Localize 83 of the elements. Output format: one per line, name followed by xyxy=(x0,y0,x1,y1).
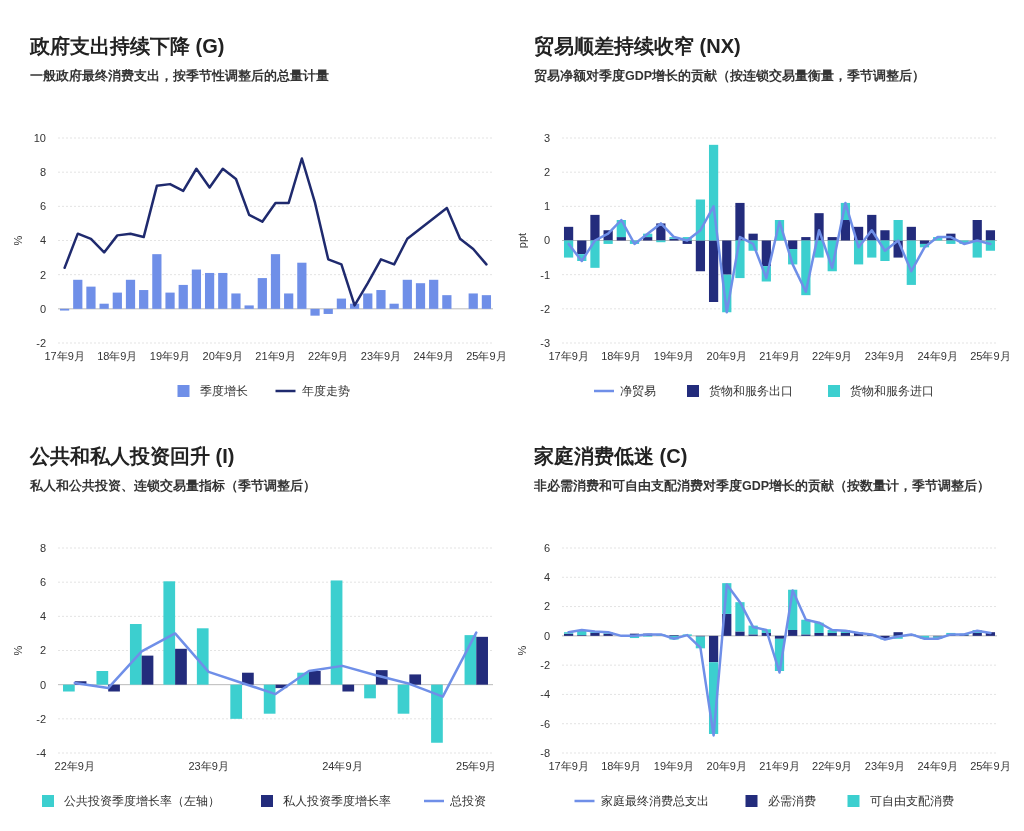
y-tick-label: 2 xyxy=(543,166,550,179)
x-tick-label: 24年9月 xyxy=(917,350,958,362)
y-tick-label: 8 xyxy=(39,166,46,179)
x-tick-label: 22年9月 xyxy=(812,350,853,362)
x-tick-label: 23年9月 xyxy=(864,760,906,772)
y-tick-label: 6 xyxy=(543,541,550,554)
y-tick-label: 6 xyxy=(39,200,46,213)
legend-label: 必需消费 xyxy=(767,794,816,809)
x-tick-label: 21年9月 xyxy=(759,350,800,362)
x-tick-label: 19年9月 xyxy=(149,350,191,362)
x-tick-label: 17年9月 xyxy=(548,760,589,772)
y-tick-label: -2 xyxy=(540,302,550,315)
x-tick-label: 17年9月 xyxy=(548,350,589,362)
x-tick-label: 20年9月 xyxy=(706,350,747,362)
y-tick-label: 2 xyxy=(39,644,46,657)
chart-title: 家庭消费低迷 (C) xyxy=(533,445,688,467)
chart-title: 公共和私人投资回升 (I) xyxy=(29,445,235,467)
legend-label: 净贸易 xyxy=(620,384,656,399)
x-tick-label: 25年9月 xyxy=(456,760,497,772)
x-tick-label: 23年9月 xyxy=(360,350,402,362)
x-tick-label: 23年9月 xyxy=(188,760,229,772)
chart-subtitle: 私人和公共投资、连锁交易量指标（季节调整后） xyxy=(29,478,316,493)
x-tick-label: 22年9月 xyxy=(54,760,95,772)
y-tick-label: 10 xyxy=(33,131,46,144)
y-tick-label: -2 xyxy=(36,712,46,725)
y-axis-title: % xyxy=(12,235,24,246)
legend-label: 年度走势 xyxy=(301,384,350,399)
y-tick-label: 2 xyxy=(543,600,550,613)
x-tick-label: 17年9月 xyxy=(44,350,85,362)
y-tick-label: 8 xyxy=(39,541,46,554)
y-tick-label: 6 xyxy=(39,576,46,589)
x-tick-label: 19年9月 xyxy=(653,760,695,772)
y-tick-label: 4 xyxy=(39,610,46,623)
x-tick-label: 20年9月 xyxy=(202,350,243,362)
y-tick-label: -4 xyxy=(36,746,46,759)
x-tick-label: 21年9月 xyxy=(759,760,800,772)
x-tick-label: 24年9月 xyxy=(917,760,958,772)
x-tick-label: 22年9月 xyxy=(308,350,349,362)
y-tick-label: 0 xyxy=(39,678,46,691)
y-tick-label: -2 xyxy=(540,658,550,671)
x-tick-label: 24年9月 xyxy=(322,760,363,772)
y-tick-label: -8 xyxy=(540,746,550,759)
x-tick-label: 21年9月 xyxy=(255,350,296,362)
legend-label: 可自由支配消费 xyxy=(869,794,954,809)
chart-title: 贸易顺差持续收窄 (NX) xyxy=(534,35,741,57)
y-axis-title: % xyxy=(516,645,528,656)
chart-subtitle: 非必需消费和可自由支配消费对季度GDP增长的贡献（按数量计，季节调整后） xyxy=(533,478,991,493)
x-tick-label: 22年9月 xyxy=(812,760,853,772)
y-tick-label: 4 xyxy=(39,234,46,247)
legend-label: 家庭最终消费总支出 xyxy=(600,794,709,809)
y-tick-label: -3 xyxy=(540,336,550,349)
legend-label: 货物和服务出口 xyxy=(709,384,793,399)
y-tick-label: 0 xyxy=(543,629,550,642)
chart-subtitle: 一般政府最终消费支出，按季节性调整后的总量计量 xyxy=(30,68,329,83)
legend-label: 公共投资季度增长率（左轴） xyxy=(64,794,220,809)
x-tick-label: 20年9月 xyxy=(706,760,747,772)
chart-subtitle: 贸易净额对季度GDP增长的贡献（按连锁交易量衡量，季节调整后） xyxy=(534,68,926,83)
x-tick-label: 18年9月 xyxy=(97,350,138,362)
x-tick-label: 25年9月 xyxy=(970,760,1011,772)
y-axis-title: ppt xyxy=(516,232,528,249)
y-tick-label: 1 xyxy=(543,200,550,213)
y-tick-label: -1 xyxy=(540,268,550,281)
legend-label: 季度增长 xyxy=(199,384,248,399)
x-tick-label: 23年9月 xyxy=(864,350,906,362)
legend-label: 货物和服务进口 xyxy=(850,384,934,399)
x-tick-label: 25年9月 xyxy=(466,350,507,362)
x-tick-label: 18年9月 xyxy=(601,760,642,772)
chart-title: 政府支出持续下降 (G) xyxy=(29,35,225,57)
x-tick-label: 25年9月 xyxy=(970,350,1011,362)
y-axis-title: % xyxy=(12,645,24,656)
y-tick-label: 4 xyxy=(543,571,550,584)
y-tick-label: 2 xyxy=(39,268,46,281)
y-tick-label: 0 xyxy=(39,302,46,315)
x-tick-label: 24年9月 xyxy=(413,350,454,362)
x-tick-label: 19年9月 xyxy=(653,350,695,362)
y-tick-label: -6 xyxy=(540,717,550,730)
legend-label: 私人投资季度增长率 xyxy=(283,794,391,809)
legend-label: 总投资 xyxy=(449,794,486,809)
y-tick-label: 3 xyxy=(543,131,550,144)
y-tick-label: -4 xyxy=(540,688,550,701)
y-tick-label: -2 xyxy=(36,336,46,349)
y-tick-label: 0 xyxy=(543,234,550,247)
x-tick-label: 18年9月 xyxy=(601,350,642,362)
